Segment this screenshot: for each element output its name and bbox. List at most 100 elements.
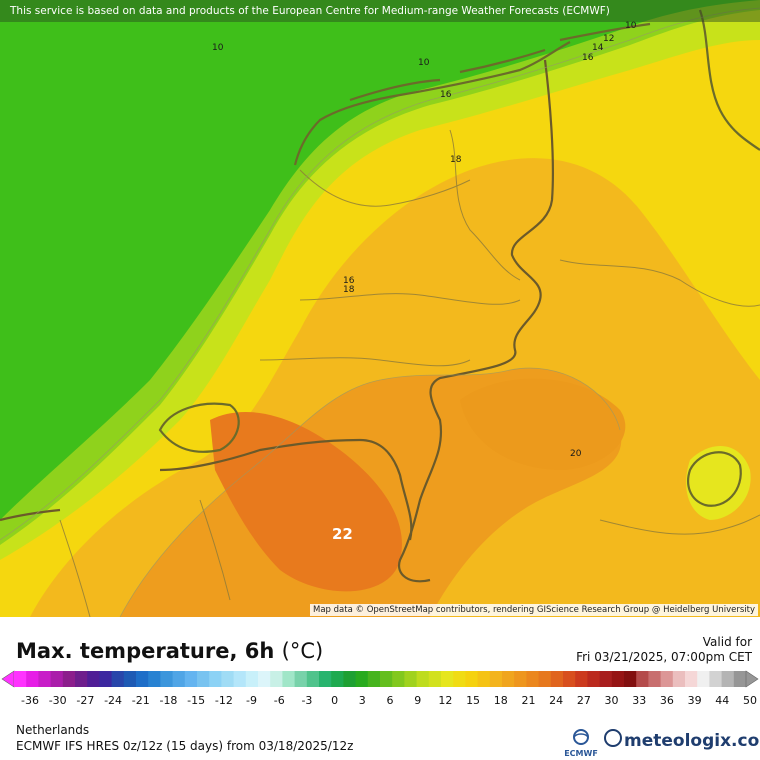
region-name: Netherlands [16,723,90,737]
ecmwf-logo-text: ECMWF [564,749,598,758]
scale-color-cell [416,671,430,687]
scale-tick-label: -12 [215,694,233,707]
scale-color-cell [172,671,186,687]
scale-tick-label: 12 [438,694,452,707]
scale-color-cell [123,671,137,687]
scale-color-cell [367,671,381,687]
parameter-name: Max. temperature, 6h [16,639,275,663]
scale-color-cell [453,671,466,687]
scale-tick-label: 27 [577,694,591,707]
scale-color-cell [87,671,100,687]
scale-color-cell [441,671,454,687]
scale-color-cell [648,671,662,687]
scale-tick-label: 21 [521,694,535,707]
scale-color-cell [50,671,64,687]
scale-tick-label: 9 [414,694,421,707]
contour-label: 16 [343,276,355,286]
scale-tick-label: 44 [715,694,729,707]
scale-color-cell [721,671,735,687]
scale-color-cell [636,671,649,687]
scale-color-cell [14,671,27,687]
scale-tick-label: -21 [132,694,150,707]
scale-color-cell [136,671,149,687]
scale-tick-label: 33 [632,694,646,707]
color-scale: -36 -30 -27 -24 -21 -18 -15 -12 -9 -6 -3 0 3 6 9 12 15 18… [1,670,759,707]
scale-tick-label: -30 [49,694,67,707]
temperature-field: 10 10 10 12 14 16 16 18 16 18 20 22 [0,0,760,617]
scale-tick-label: -18 [159,694,177,707]
scale-color-cell [306,671,320,687]
scale-color-cell [502,671,515,687]
scale-tick-label: -36 [21,694,39,707]
scale-tick-label: -15 [187,694,205,707]
scale-color-cell [526,671,540,687]
forecast-map[interactable]: 10 10 10 12 14 16 16 18 16 18 20 22 This… [0,0,760,617]
scale-tick-label: 15 [466,694,480,707]
scale-color-cell [26,671,39,687]
scale-color-cell [99,671,113,687]
scale-tick-label: -24 [104,694,122,707]
scale-color-cell [75,671,88,687]
map-attribution[interactable]: Map data © OpenStreetMap contributors, r… [310,604,758,616]
contour-label-max: 22 [332,525,353,543]
scale-color-cell [197,671,210,687]
scale-color-cell [270,671,283,687]
contour-label: 10 [418,58,430,68]
valid-time: Fri 03/21/2025, 07:00pm CET [576,650,752,664]
scale-color-cell [245,671,259,687]
scale-tick-label: -6 [274,694,285,707]
scale-color-cell [465,671,479,687]
parameter-title: Max. temperature, 6h (°C) [16,639,323,663]
scale-color-cell [343,671,357,687]
scale-tick-label: 39 [688,694,702,707]
scale-color-cell [624,671,637,687]
contour-label: 14 [592,43,604,53]
scale-color-cell [404,671,418,687]
scale-color-cell [233,671,247,687]
contour-label: 16 [582,53,594,63]
scale-color-cell [209,671,222,687]
scale-color-cell [575,671,588,687]
scale-color-cell [319,671,332,687]
meteologix-brand[interactable]: meteologix.com [604,729,760,751]
scale-tick-label: -3 [301,694,312,707]
scale-color-cell [160,671,174,687]
scale-tick-label: 24 [549,694,563,707]
scale-color-cell [294,671,308,687]
scale-tick-label: 0 [331,694,338,707]
scale-tick-label: 3 [359,694,366,707]
contour-label: 12 [603,34,614,44]
scale-color-cell [538,671,552,687]
scale-color-cell [258,671,271,687]
scale-tick-label: 6 [387,694,394,707]
ecmwf-notice-banner: This service is based on data and produc… [0,0,760,22]
contour-label: 16 [440,90,452,100]
scale-tick-label: -9 [246,694,257,707]
scale-tick-label: 50 [743,694,757,707]
scale-color-cell [392,671,405,687]
contour-label: 18 [343,285,355,295]
scale-color-cell [697,671,710,687]
scale-color-cell [733,671,747,687]
scale-left-arrow [1,670,15,688]
scale-color-cell [489,671,503,687]
scale-tick-label: -27 [76,694,94,707]
scale-color-cell [62,671,76,687]
contour-label: 10 [625,21,637,31]
contour-label: 18 [450,155,462,165]
scale-color-cell [221,671,235,687]
scale-color-cell [550,671,564,687]
scale-tick-label: 30 [605,694,619,707]
scale-color-cell [672,671,686,687]
model-run-info: ECMWF IFS HRES 0z/12z (15 days) from 03/… [16,739,354,753]
scale-color-cell [331,671,344,687]
brand-name: meteologix.com [624,731,760,751]
scale-color-cell [611,671,625,687]
scale-color-cell [660,671,674,687]
scale-color-cell [380,671,393,687]
scale-tick-label: 18 [494,694,508,707]
scale-color-cell [111,671,125,687]
scale-color-cell [38,671,52,687]
parameter-unit: (°C) [281,639,324,663]
scale-color-cell [184,671,198,687]
